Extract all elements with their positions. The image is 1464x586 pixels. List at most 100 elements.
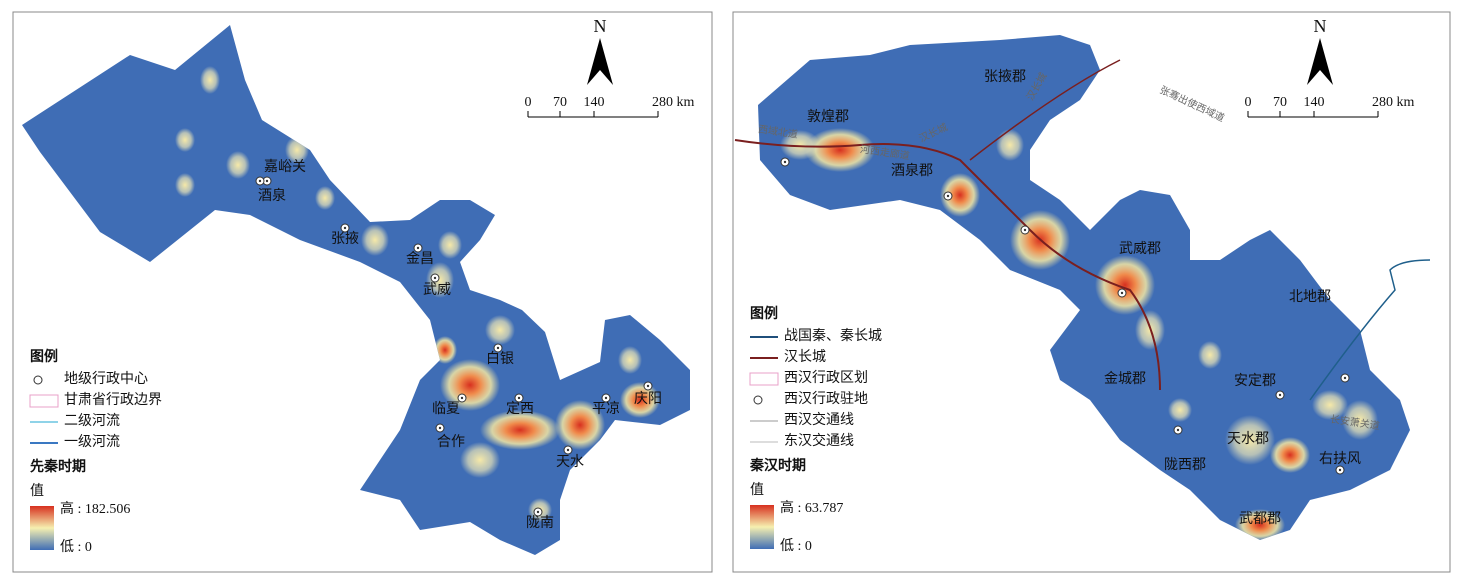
north-label: N [594, 16, 607, 36]
place-label: 酒泉郡 [891, 162, 933, 179]
legend-item: 西汉行政驻地 [784, 391, 868, 407]
place-label: 武威 [423, 282, 451, 298]
scale-label: 70 [1273, 95, 1287, 110]
legend-symbol [29, 394, 59, 408]
frame [732, 11, 1451, 573]
legend-high: 高 : 63.787 [780, 499, 843, 516]
place-label: 临夏 [432, 401, 460, 417]
seat [946, 194, 950, 198]
seat [438, 426, 442, 430]
legend-high: 高 : 182.506 [60, 500, 130, 517]
heat-blob [618, 346, 642, 374]
seat [604, 396, 608, 400]
place-label: 武都郡 [1239, 511, 1281, 527]
place-label: 酒泉 [258, 187, 286, 204]
place-label: 敦煌郡 [807, 109, 849, 125]
seat [265, 179, 269, 183]
scale-label: 0 [1245, 95, 1252, 110]
heat-blob [485, 315, 515, 345]
place-label: 金昌 [406, 251, 434, 267]
heat-blob [588, 451, 612, 479]
seat [1343, 376, 1347, 380]
heat-blob [200, 66, 220, 94]
heat-blob [361, 224, 389, 256]
heat-blob [426, 262, 454, 298]
north-arrow [1307, 38, 1333, 85]
great-wall [969, 59, 1121, 161]
heat-blob [1198, 341, 1222, 369]
seat [433, 276, 437, 280]
seat [1176, 428, 1180, 432]
legend-low: 低 : 0 [780, 538, 812, 554]
legend-ramp [30, 506, 54, 550]
place-label: 天水 [556, 454, 584, 470]
legend-period: 先秦时期 [30, 458, 86, 475]
heat-blob [226, 151, 250, 179]
north-arrow [587, 38, 613, 85]
legend-item: 甘肃省行政边界 [64, 392, 162, 408]
seat [460, 396, 464, 400]
scale-label: 140 [584, 95, 605, 110]
heat-blob [780, 130, 820, 160]
heat-blob [460, 442, 500, 478]
heat-blob [1095, 255, 1155, 315]
place-label: 张掖 [331, 231, 359, 247]
place-label: 张掖郡 [984, 69, 1026, 85]
seat [1120, 291, 1124, 295]
place-label: 庆阳 [634, 391, 662, 407]
seat [536, 510, 540, 514]
place-label: 金城郡 [1104, 371, 1146, 387]
heat-blob [940, 173, 980, 217]
frame [12, 11, 713, 573]
legend-value-title: 值 [750, 482, 764, 498]
heat-blob [1342, 400, 1378, 440]
legend-symbol [33, 375, 43, 385]
heat-blob [175, 173, 195, 197]
legend-item: 地级行政中心 [64, 371, 148, 387]
seat [343, 226, 347, 230]
place-label: 武威郡 [1119, 241, 1161, 257]
seat [1023, 228, 1027, 232]
legend-item: 二级河流 [64, 413, 120, 429]
seat [646, 384, 650, 388]
heat-blob [433, 336, 457, 364]
heat-blob [315, 186, 335, 210]
seat [517, 396, 521, 400]
heat-blob [438, 231, 462, 259]
heat-blob [1270, 437, 1310, 473]
seat [258, 179, 262, 183]
place-label: 定西 [506, 401, 534, 417]
region [758, 35, 1410, 540]
scale-label: 0 [525, 95, 532, 110]
place-label: 白银 [486, 351, 514, 367]
heat-blob [440, 359, 500, 411]
great-wall [734, 139, 1161, 391]
place-label: 北地郡 [1289, 289, 1331, 305]
heat-blob [175, 128, 195, 152]
legend-ramp [750, 505, 774, 549]
heat-blob [1312, 390, 1348, 420]
place-label: 陇南 [526, 515, 554, 531]
heat-blob [1225, 415, 1275, 465]
heatmap [175, 66, 660, 522]
legend-value-title: 值 [30, 483, 44, 499]
scale-label: 280 km [1372, 95, 1415, 110]
legend-item: 东汉交通线 [784, 432, 854, 449]
qin-wall [1309, 259, 1431, 401]
heat-blob [1235, 509, 1285, 540]
place-label: 合作 [437, 434, 465, 450]
legend-item: 一级河流 [64, 434, 120, 450]
place-label: 平凉 [592, 401, 620, 417]
legend-item: 西汉行政区划 [784, 370, 868, 386]
north-label: N [1314, 16, 1327, 36]
legend-low: 低 : 0 [60, 539, 92, 555]
heat-blob [555, 400, 605, 450]
heat-blob [805, 128, 875, 172]
seat [1278, 393, 1282, 397]
legend-period: 秦汉时期 [749, 457, 806, 474]
scale-label: 70 [553, 95, 567, 110]
legend-title: 图例 [750, 305, 778, 322]
